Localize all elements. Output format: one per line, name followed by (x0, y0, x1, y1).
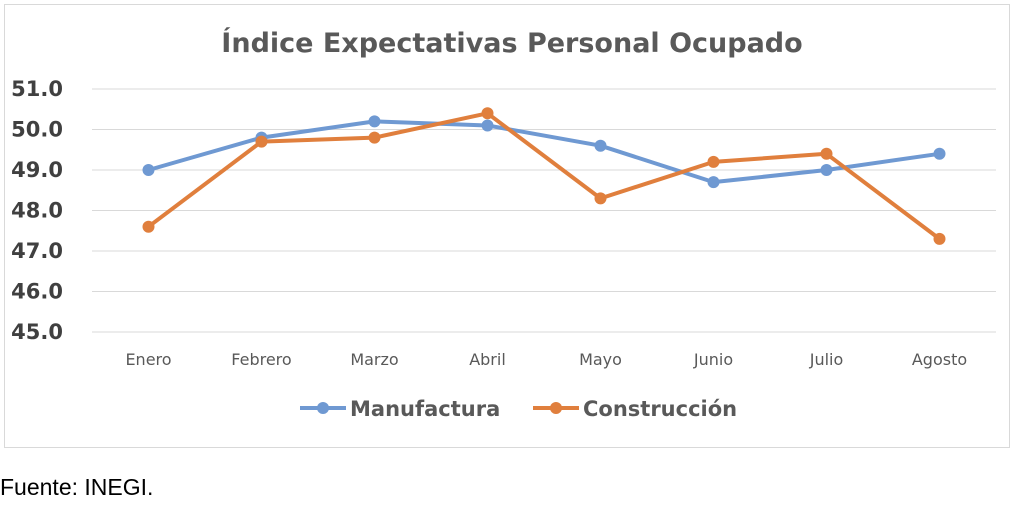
y-tick-label: 49.0 (11, 158, 63, 182)
x-tick-label: Agosto (912, 350, 967, 369)
data-point-construccion (368, 131, 381, 144)
data-point-construccion (481, 107, 494, 120)
line-chart: Índice Expectativas Personal Ocupado 45.… (11, 27, 996, 421)
data-point-manufactura (933, 147, 946, 160)
data-point-construccion (707, 155, 720, 168)
x-tick-label: Junio (693, 350, 733, 369)
x-tick-label: Julio (809, 350, 844, 369)
y-tick-label: 46.0 (11, 280, 63, 304)
data-point-construccion (594, 192, 607, 205)
data-point-manufactura (481, 119, 494, 132)
data-point-construccion (933, 232, 946, 245)
series-line-construccion (146, 111, 942, 241)
legend-marker-manufactura (317, 402, 329, 414)
legend: Manufactura Construcción (300, 397, 737, 421)
y-tick-label: 48.0 (11, 199, 63, 223)
x-tick-label: Febrero (231, 350, 291, 369)
x-axis-ticks: Enero Febrero Marzo Abril Mayo Junio Julio Agos… (125, 350, 967, 369)
y-tick-label: 45.0 (11, 320, 63, 344)
series-line-manufactura (146, 119, 942, 185)
x-tick-label: Mayo (579, 350, 622, 369)
data-point-construccion (820, 147, 833, 160)
y-tick-label: 47.0 (11, 239, 63, 263)
x-tick-label: Abril (469, 350, 506, 369)
data-point-manufactura (368, 115, 381, 128)
grid-lines (92, 88, 996, 333)
data-point-construccion (142, 220, 155, 233)
y-axis-ticks: 45.0 46.0 47.0 48.0 49.0 50.0 51.0 (11, 77, 63, 344)
source-note: Fuente: INEGI. (0, 474, 154, 500)
series-group (142, 107, 946, 245)
x-tick-label: Enero (125, 350, 171, 369)
data-point-manufactura (594, 139, 607, 152)
legend-marker-construccion (550, 402, 562, 414)
legend-label-manufactura: Manufactura (350, 397, 500, 421)
legend-label-construccion: Construcción (583, 397, 737, 421)
y-tick-label: 50.0 (11, 118, 63, 142)
data-point-manufactura (142, 164, 155, 176)
data-point-manufactura (820, 164, 833, 176)
chart-frame (4, 4, 1010, 448)
x-tick-label: Marzo (350, 350, 398, 369)
data-point-manufactura (707, 176, 720, 189)
y-tick-label: 51.0 (11, 77, 63, 101)
chart-title: Índice Expectativas Personal Ocupado (221, 27, 802, 59)
data-point-construccion (255, 135, 268, 148)
